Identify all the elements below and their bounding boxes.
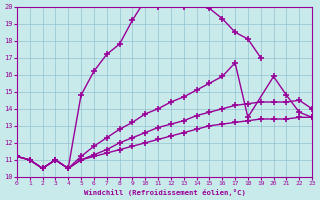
X-axis label: Windchill (Refroidissement éolien,°C): Windchill (Refroidissement éolien,°C) — [84, 189, 245, 196]
